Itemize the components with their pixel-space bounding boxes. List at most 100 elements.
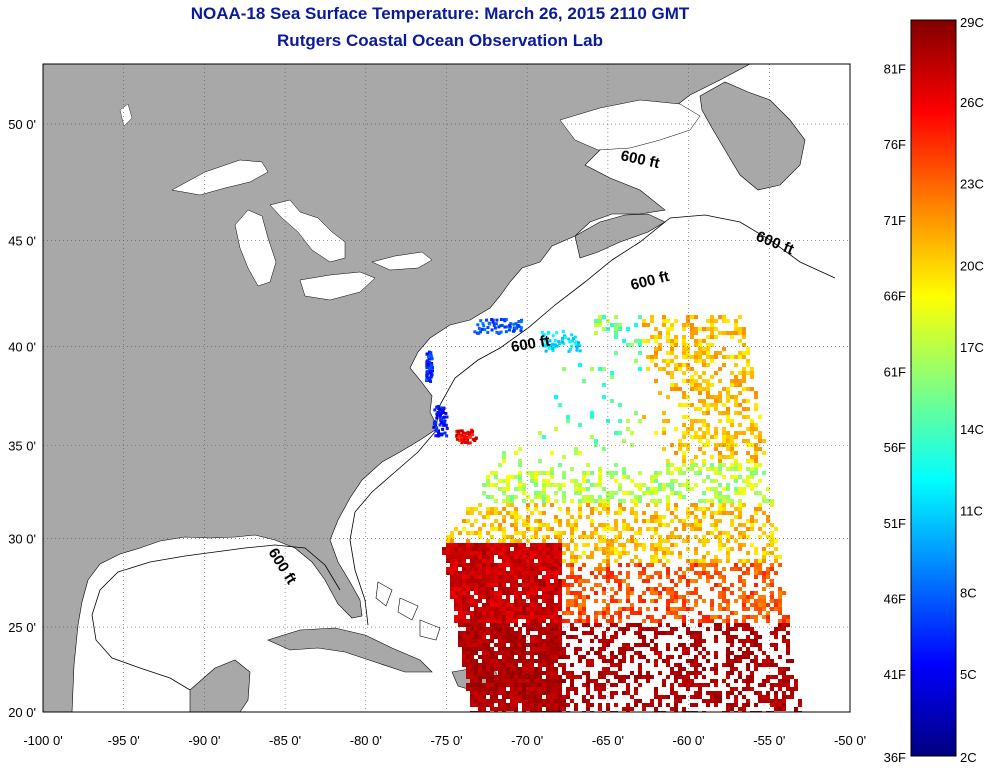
sst-pixel (530, 639, 534, 643)
sst-pixel (522, 531, 526, 535)
sst-pixel (555, 331, 559, 335)
sst-pixel (542, 615, 546, 619)
sst-pixel (538, 659, 542, 663)
sst-pixel (526, 631, 530, 635)
sst-pixel (474, 563, 478, 567)
sst-pixel (622, 519, 626, 523)
sst-pixel (558, 691, 562, 695)
sst-pixel (466, 587, 470, 591)
sst-pixel (650, 703, 654, 707)
sst-pixel (638, 623, 642, 627)
sst-pixel (706, 411, 710, 415)
sst-pixel (530, 663, 534, 667)
sst-pixel (702, 363, 706, 367)
sst-pixel (534, 571, 538, 575)
sst-pixel (702, 423, 706, 427)
sst-pixel (726, 435, 730, 439)
sst-pixel (726, 599, 730, 603)
sst-pixel (758, 603, 762, 607)
sst-pixel (750, 651, 754, 655)
sst-pixel (470, 651, 474, 655)
sst-pixel (618, 555, 622, 559)
sst-pixel (642, 579, 646, 583)
sst-pixel (754, 551, 758, 555)
sst-pixel (534, 695, 538, 699)
sst-pixel (698, 619, 702, 623)
sst-pixel (450, 567, 454, 571)
sst-pixel (530, 679, 534, 683)
sst-pixel (674, 387, 678, 391)
sst-pixel (514, 647, 518, 651)
sst-pixel (654, 347, 658, 351)
sst-pixel (443, 431, 447, 435)
sst-pixel (558, 675, 562, 679)
sst-pixel (718, 503, 722, 507)
sst-pixel (762, 551, 766, 555)
sst-pixel (702, 543, 706, 547)
sst-pixel (762, 499, 766, 503)
sst-pixel (734, 491, 738, 495)
sst-pixel (542, 607, 546, 611)
sst-pixel (654, 379, 658, 383)
sst-pixel (642, 591, 646, 595)
sst-pixel (494, 623, 498, 627)
sst-pixel (514, 663, 518, 667)
sst-pixel (630, 491, 634, 495)
sst-pixel (478, 611, 482, 615)
sst-pixel (622, 651, 626, 655)
sst-pixel (670, 483, 674, 487)
sst-pixel (766, 691, 770, 695)
sst-pixel (474, 607, 478, 611)
sst-pixel (558, 579, 562, 583)
sst-pixel (746, 371, 750, 375)
sst-pixel (734, 487, 738, 491)
sst-pixel (702, 647, 706, 651)
sst-pixel (470, 639, 474, 643)
sst-pixel (718, 463, 722, 467)
sst-pixel (486, 607, 490, 611)
sst-pixel (650, 487, 654, 491)
sst-pixel (798, 699, 802, 703)
sst-pixel (502, 659, 506, 663)
sst-pixel (570, 499, 574, 503)
sst-pixel (710, 515, 714, 519)
sst-pixel (642, 415, 646, 419)
sst-pixel (746, 595, 750, 599)
sst-pixel (490, 699, 494, 703)
sst-pixel (654, 499, 658, 503)
sst-pixel (666, 495, 670, 499)
sst-pixel (758, 527, 762, 531)
sst-pixel (758, 691, 762, 695)
sst-pixel (506, 619, 510, 623)
sst-pixel (742, 623, 746, 627)
sst-pixel (466, 567, 470, 571)
sst-pixel (774, 647, 778, 651)
sst-pixel (482, 691, 486, 695)
sst-pixel (738, 543, 742, 547)
sst-pixel (514, 515, 518, 519)
sst-pixel (478, 707, 482, 711)
sst-pixel (514, 511, 518, 515)
sst-pixel (590, 507, 594, 511)
sst-pixel (486, 511, 490, 515)
sst-pixel (526, 519, 530, 523)
sst-pixel (678, 567, 682, 571)
sst-pixel (480, 327, 484, 331)
sst-pixel (766, 519, 770, 523)
sst-pixel (714, 399, 718, 403)
colorbar-celsius-label: 2C (960, 750, 977, 765)
sst-pixel (574, 447, 578, 451)
sst-pixel (710, 463, 714, 467)
sst-pixel (762, 663, 766, 667)
sst-pixel (626, 327, 630, 331)
sst-pixel (738, 595, 742, 599)
sst-pixel (482, 483, 486, 487)
sst-pixel (658, 483, 662, 487)
sst-pixel (734, 323, 738, 327)
sst-pixel (510, 699, 514, 703)
sst-pixel (486, 659, 490, 663)
sst-pixel (495, 318, 499, 322)
sst-pixel (638, 611, 642, 615)
sst-pixel (522, 575, 526, 579)
sst-pixel (582, 671, 586, 675)
